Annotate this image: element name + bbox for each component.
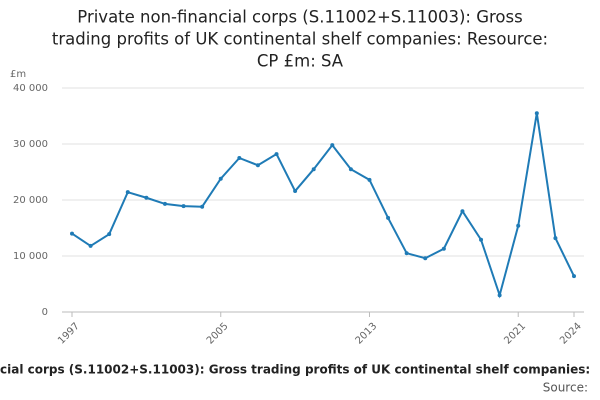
point <box>200 204 205 209</box>
x-tick-label: 2024 <box>558 321 584 347</box>
point <box>348 167 353 172</box>
x-tick-label: 2013 <box>354 321 380 347</box>
y-tick-label: 30 000 <box>13 139 48 150</box>
point <box>107 232 112 237</box>
point <box>404 251 409 256</box>
point <box>144 195 149 200</box>
y-tick-label: 40 000 <box>13 83 48 94</box>
point <box>516 223 521 228</box>
point <box>218 176 223 181</box>
point <box>181 204 186 209</box>
y-tick-label: 20 000 <box>13 195 48 206</box>
point <box>255 163 260 168</box>
point <box>386 215 391 220</box>
footer: cial corps (S.11002+S.11003): Gross trad… <box>0 363 590 377</box>
point <box>125 190 130 195</box>
point <box>162 201 167 206</box>
x-tick-label: 1997 <box>56 321 82 347</box>
line <box>71 113 575 299</box>
source: Source: <box>543 381 588 395</box>
point <box>311 167 316 172</box>
point <box>423 256 428 261</box>
point <box>497 293 502 298</box>
chart-title: trading profits of UK continental shelf … <box>52 30 548 49</box>
y-tick-label: 0 <box>42 307 48 318</box>
point <box>460 209 465 214</box>
point <box>237 156 242 160</box>
point <box>88 243 93 248</box>
point <box>441 246 446 251</box>
point <box>479 237 484 242</box>
chart-title: Private non-financial corps (S.11002+S.1… <box>77 8 522 27</box>
point <box>367 177 372 182</box>
point <box>293 189 298 194</box>
y-axis-label: £m <box>10 69 26 80</box>
x-tick-label: 2021 <box>502 321 528 347</box>
point <box>572 274 576 279</box>
point <box>274 152 279 157</box>
chart-title: CP £m: SA <box>257 52 344 71</box>
point <box>330 143 335 148</box>
point <box>70 231 74 236</box>
x-tick-label: 2005 <box>205 321 231 347</box>
point <box>534 111 539 116</box>
y-tick-label: 10 000 <box>13 251 48 262</box>
point <box>553 236 558 241</box>
